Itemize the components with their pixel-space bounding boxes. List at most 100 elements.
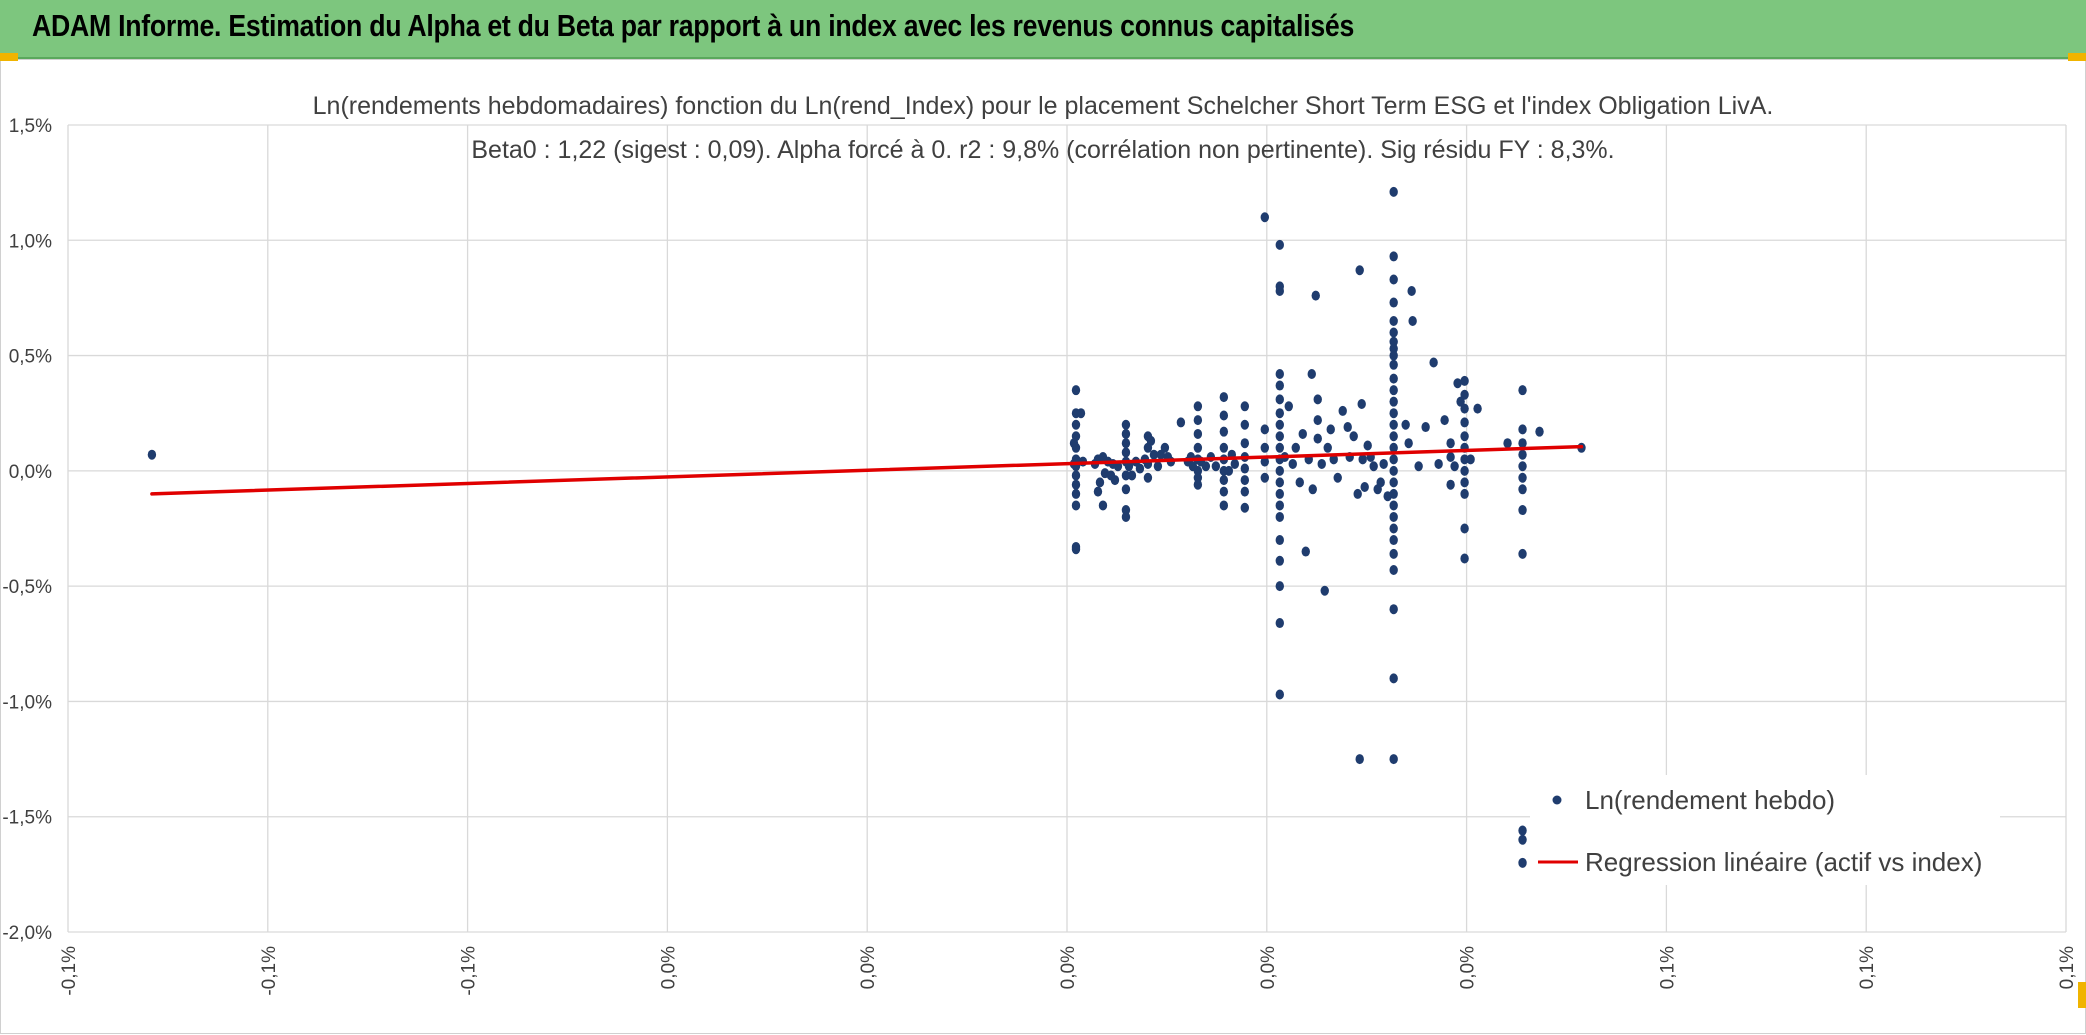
data-point [1389,548,1398,559]
data-point [1518,505,1527,516]
data-point [1518,857,1527,868]
data-point [1071,479,1081,490]
y-tick-label: -0,5% [2,577,52,598]
data-point [1317,458,1326,469]
data-point [1401,419,1410,430]
data-point [1275,689,1284,700]
data-point [1389,673,1398,684]
data-point [1518,424,1527,435]
data-point [147,449,157,460]
data-point [1518,484,1527,495]
data-point [1389,350,1398,361]
data-point [1121,438,1131,449]
data-point [1295,477,1304,488]
data-point [1275,408,1284,419]
data-point [1460,375,1469,386]
data-point [1275,419,1284,430]
data-point [1291,442,1300,453]
data-point [1460,553,1469,564]
x-tick-labels: -0,1% -0,1% -0,1% 0,0% 0,0% 0,0% 0,0% 0,0% 0,1% 0… [59,946,2078,996]
data-point [1389,186,1398,197]
data-point [1121,428,1131,439]
data-point [1149,449,1159,460]
data-point [1071,419,1081,430]
data-point [1369,461,1378,472]
data-point [1313,415,1322,426]
data-point [1260,212,1270,223]
data-point [1240,475,1250,486]
data-point [1518,472,1527,483]
data-point [1301,546,1310,557]
data-point [1421,422,1430,433]
data-point [1376,477,1385,488]
data-point [1284,401,1293,412]
data-point [1071,385,1081,396]
data-point [1389,477,1398,488]
data-point [1275,488,1284,499]
regression-line [150,444,1584,496]
data-point [1389,454,1398,465]
page-title: ADAM Informe. Estimation du Alpha et du … [32,8,1355,43]
data-point [1389,373,1398,384]
data-point [1389,396,1398,407]
data-point [1275,500,1284,511]
data-point [1121,419,1131,430]
data-point [1313,394,1322,405]
data-point [1460,488,1469,499]
x-tick-label: 0,0% [658,946,679,989]
data-point [1518,449,1527,460]
x-tick-label: 0,0% [858,946,879,989]
data-point [1224,465,1234,476]
data-point [1193,401,1203,412]
x-tick-label: 0,1% [1657,946,1678,989]
data-point [1333,472,1342,483]
data-point [1389,336,1398,347]
y-tick-label: 1,5% [9,116,52,137]
data-point [1193,415,1203,426]
legend-background [1530,775,2000,885]
data-point [1389,535,1398,546]
data-point [1260,472,1270,483]
data-point [1219,475,1229,486]
data-point [1095,477,1105,488]
data-point [1460,417,1469,428]
data-point [1460,389,1469,400]
data-point [1311,290,1320,301]
data-point [1389,754,1398,765]
data-point [1193,479,1203,490]
data-point [1230,458,1240,469]
data-point [1201,461,1211,472]
x-tick-label: 0,0% [1058,946,1079,989]
data-point [1460,403,1469,414]
data-point [1349,431,1358,442]
data-point [1355,265,1364,276]
data-point [1473,403,1482,414]
data-point [1450,461,1459,472]
data-point [1275,465,1284,476]
data-point [1460,523,1469,534]
data-point [1275,535,1284,546]
data-point [1389,442,1398,453]
header-banner: ADAM Informe. Estimation du Alpha et du … [0,0,2086,59]
grid-lines [67,124,2067,933]
data-point [1146,435,1156,446]
data-point [1446,452,1455,463]
data-point [1518,548,1527,559]
data-point [1071,488,1081,499]
data-point [1121,511,1131,522]
data-point [1240,419,1250,430]
data-point [1240,486,1250,497]
data-point [1240,401,1250,412]
data-point [1389,431,1398,442]
data-point [1219,426,1229,437]
y-tick-label: 1,0% [9,231,52,252]
x-tick-label: 0,1% [2057,946,2078,989]
x-tick-label: 0,1% [1857,946,1878,989]
data-point [1389,465,1398,476]
data-point [1076,408,1086,419]
legend: Ln(rendement hebdo) Regression linéaire … [1530,775,2000,885]
data-point [1363,440,1372,451]
data-point [1153,461,1163,472]
data-point [1275,380,1284,391]
data-point [1389,251,1398,262]
